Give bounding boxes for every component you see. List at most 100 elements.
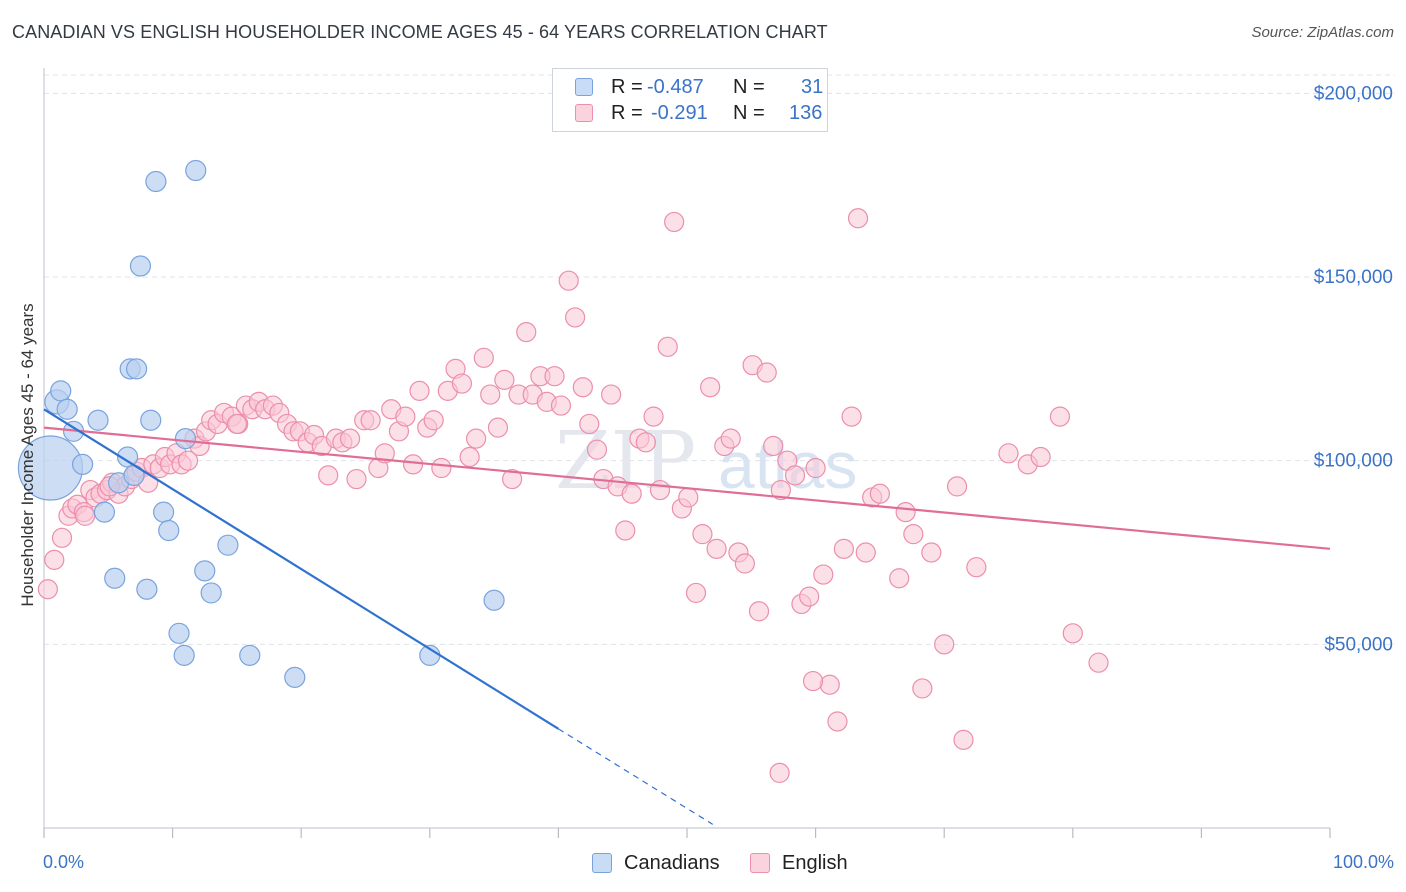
trend-lines [43,408,1331,825]
canadians-series [17,159,505,689]
canadian-point [93,501,116,523]
y-tick-label: $200,000 [1314,83,1393,104]
canadian-point [136,578,158,600]
english-point [579,413,600,435]
english-point [706,538,727,559]
english-point [494,369,515,390]
canadian-point [168,622,190,644]
english-point [346,468,367,490]
english-point [889,568,910,589]
english-point [586,439,608,460]
english-point [769,762,790,784]
english-point [572,377,593,398]
english-point [431,457,452,479]
english-point [805,457,826,479]
english-point [1049,406,1071,427]
canadians-trend-extension [558,728,714,825]
y-axis-label: Householder Income Ages 45 - 64 years [18,303,37,607]
legend-n-label: N = [733,76,765,98]
english-point [177,450,199,471]
x-tick-min: 0.0% [43,852,85,872]
legend-r-label: R = [611,76,643,98]
english-point [635,432,656,453]
legend-label: English [782,852,848,874]
english-point [473,347,494,368]
legend-r-value: -0.487 [647,76,704,98]
english-point [395,406,416,427]
english-point [784,465,806,486]
english-point [819,674,840,695]
english-point [487,417,509,438]
english-point [1088,652,1109,673]
english-point [502,468,523,490]
canadian-point [129,255,152,277]
english-series [37,208,1109,784]
english-trend-line [43,426,1331,550]
english-point [692,524,713,545]
english-point [912,678,933,699]
canadian-point [104,567,126,589]
legend-n-value: 136 [789,102,823,124]
english-point [621,483,642,504]
english-point [360,410,381,431]
english-point [664,211,685,233]
grid-layer [44,74,1395,645]
english-point [451,373,473,394]
canadian-point [50,380,72,402]
canadian-point [56,398,78,420]
english-point [799,586,820,607]
english-point [748,601,770,622]
english-point [459,446,480,468]
y-tick-labels: $50,000 $100,000 $150,000 $200,000 [1314,83,1393,655]
canadian-point [125,358,148,380]
canadian-point [200,582,222,604]
english-point [318,465,339,486]
canadian-point [71,453,94,475]
english-point [339,428,361,449]
english-point [558,270,579,291]
english-point [402,454,424,475]
english-point [813,564,834,585]
source-label: Source: ZipAtlas.com [1251,24,1394,41]
english-point [763,435,784,457]
english-point [946,476,968,497]
english-point [649,479,671,501]
english-point [565,307,586,328]
english-point [51,527,73,548]
english-point [423,410,444,431]
english-point [615,520,636,541]
x-tick-max: 100.0% [1332,852,1394,872]
english-swatch [575,104,593,122]
legend-label: Canadians [624,852,720,874]
english-point [550,395,572,416]
english-point [833,538,854,559]
canadian-point [239,644,261,666]
y-tick-label: $100,000 [1314,451,1393,472]
english-point [480,384,501,405]
english-point [37,579,58,600]
canadian-point [87,409,109,431]
canadian-point [145,170,167,193]
canadian-point [174,428,197,450]
legend-n-label: N = [733,102,765,124]
canadian-point [152,501,175,523]
english-point [869,483,891,504]
english-point [409,380,430,401]
canadian-point [284,666,306,689]
canadian-point [185,159,207,182]
chart-title: CANADIAN VS ENGLISH HOUSEHOLDER INCOME A… [12,22,828,42]
canadians-swatch [592,853,612,873]
english-point [678,487,699,508]
english-point [841,406,862,427]
canadian-point [140,409,162,431]
y-tick-label: $50,000 [1324,634,1393,655]
english-point [855,542,876,563]
english-point [720,428,741,449]
english-point [734,553,755,574]
canadian-point [158,519,180,542]
legend-n-value: 31 [801,76,824,98]
english-point [921,542,942,563]
legend-r-label: R = [611,102,643,124]
english-point [643,406,664,427]
